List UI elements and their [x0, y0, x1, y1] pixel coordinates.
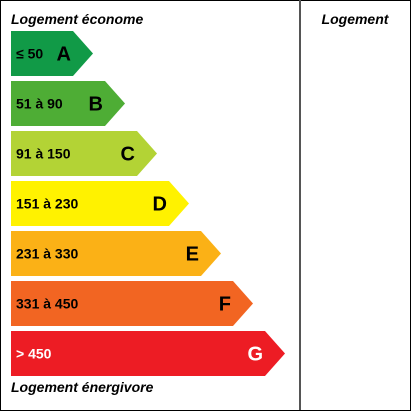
column-divider: [299, 0, 301, 410]
class-letter-b: B: [89, 94, 103, 116]
class-arrow-d: [11, 181, 189, 226]
class-bar-b: 51 à 90 B: [11, 81, 125, 126]
class-arrow-b: [11, 81, 125, 126]
class-arrow-e: [11, 231, 221, 276]
class-range-g: > 450: [16, 346, 52, 362]
class-range-a: ≤ 50: [16, 46, 43, 62]
class-arrow-a: [11, 31, 93, 76]
class-arrow-g: [11, 331, 285, 376]
class-bar-f: 331 à 450 F: [11, 281, 253, 326]
class-range-e: 231 à 330: [16, 246, 78, 262]
class-letter-g: G: [247, 344, 263, 366]
class-arrow-c: [11, 131, 157, 176]
class-letter-a: A: [57, 44, 71, 66]
bottom-caption: Logement énergivore: [11, 379, 154, 395]
class-range-b: 51 à 90: [16, 96, 63, 112]
class-bar-g: > 450 G: [11, 331, 285, 376]
class-bar-e: 231 à 330 E: [11, 231, 221, 276]
class-range-c: 91 à 150: [16, 146, 71, 162]
class-bar-d: 151 à 230 D: [11, 181, 189, 226]
class-range-f: 331 à 450: [16, 296, 78, 312]
class-range-d: 151 à 230: [16, 196, 78, 212]
column-header: Logement: [321, 11, 389, 27]
class-bar-a: ≤ 50 A: [11, 31, 93, 76]
class-letter-d: D: [153, 194, 167, 216]
class-letter-e: E: [186, 244, 199, 266]
class-arrow-f: [11, 281, 253, 326]
class-letter-f: F: [219, 294, 231, 316]
top-caption: Logement économe: [11, 11, 144, 27]
class-letter-c: C: [121, 144, 135, 166]
class-bar-c: 91 à 150 C: [11, 131, 157, 176]
